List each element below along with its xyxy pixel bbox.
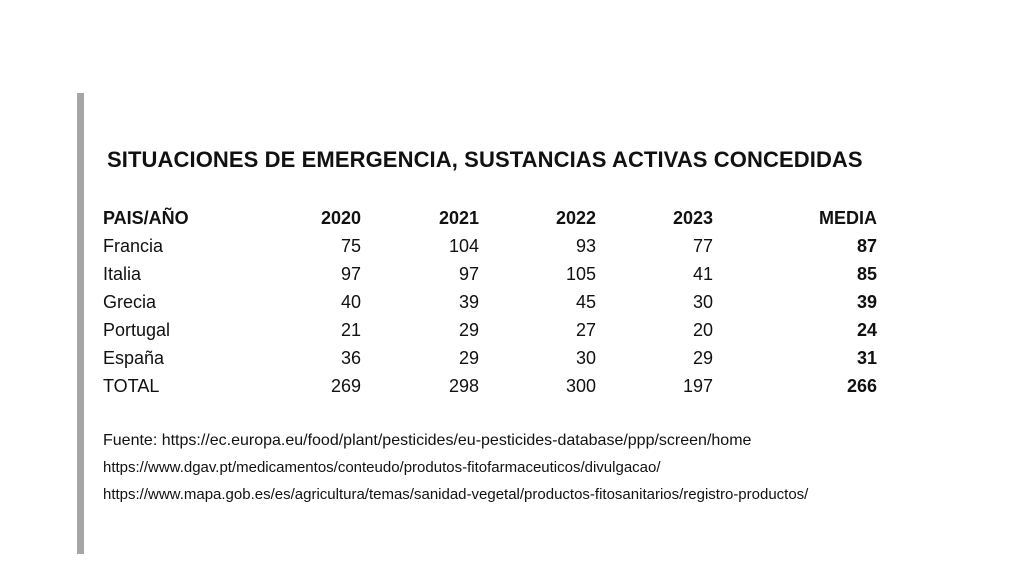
table-row-total: TOTAL 269 298 300 197 266 (103, 372, 877, 400)
table-cell: 75 (340, 236, 361, 256)
left-accent-bar (77, 93, 84, 554)
table-cell-country: Grecia (103, 292, 157, 312)
table-cell-media: 39 (856, 292, 877, 312)
table-cell: 300 (565, 376, 596, 396)
table-cell-media: 31 (856, 348, 877, 368)
table-cell-country: Italia (103, 264, 142, 284)
table-cell-media: 266 (846, 376, 877, 396)
table-cell: 298 (448, 376, 479, 396)
column-header-2022: 2022 (555, 208, 596, 228)
column-header-country: PAIS/AÑO (103, 208, 189, 228)
source-line-dgav: https://www.dgav.pt/medicamentos/conteud… (103, 459, 661, 476)
table-header-row: PAIS/AÑO 2020 2021 2022 2023 MEDIA (103, 204, 877, 232)
sources-block: Fuente: https://ec.europa.eu/food/plant/… (103, 428, 808, 509)
table-cell: 20 (692, 320, 713, 340)
table-cell: 104 (448, 236, 479, 256)
table-cell: 30 (575, 348, 596, 368)
table-cell: 30 (692, 292, 713, 312)
table-cell: 77 (692, 236, 713, 256)
table-cell: 269 (330, 376, 361, 396)
column-header-2020: 2020 (320, 208, 361, 228)
table-row: Grecia 40 39 45 30 39 (103, 288, 877, 316)
table-cell: 97 (340, 264, 361, 284)
source-line-fuente: Fuente: https://ec.europa.eu/food/plant/… (103, 432, 752, 449)
column-header-media: MEDIA (819, 208, 877, 228)
table-cell: 93 (575, 236, 596, 256)
table-cell: 21 (340, 320, 361, 340)
table-cell: 105 (565, 264, 596, 284)
table-cell-media: 87 (856, 236, 877, 256)
table-cell: 36 (340, 348, 361, 368)
table-row: España 36 29 30 29 31 (103, 344, 877, 372)
table-cell-country: España (103, 348, 165, 368)
table-cell-media: 85 (856, 264, 877, 284)
table-cell: 45 (575, 292, 596, 312)
table-cell-country: Portugal (103, 320, 171, 340)
data-table: PAIS/AÑO 2020 2021 2022 2023 MEDIA Franc… (103, 204, 877, 400)
table-cell: 29 (458, 320, 479, 340)
table-cell: 27 (575, 320, 596, 340)
table-cell-media: 24 (856, 320, 877, 340)
table-cell: 40 (340, 292, 361, 312)
table-cell: 97 (458, 264, 479, 284)
table-cell: 39 (458, 292, 479, 312)
source-line-mapa: https://www.mapa.gob.es/es/agricultura/t… (103, 486, 809, 503)
column-header-2021: 2021 (438, 208, 479, 228)
table-cell: 197 (682, 376, 713, 396)
table-row: Portugal 21 29 27 20 24 (103, 316, 877, 344)
table-cell: 29 (692, 348, 713, 368)
table-row: Francia 75 104 93 77 87 (103, 232, 877, 260)
table-cell-country: Francia (103, 236, 164, 256)
column-header-2023: 2023 (672, 208, 713, 228)
table-cell: 29 (458, 348, 479, 368)
table-row: Italia 97 97 105 41 85 (103, 260, 877, 288)
table-cell: 41 (692, 264, 713, 284)
page-title: SITUACIONES DE EMERGENCIA, SUSTANCIAS AC… (107, 147, 863, 172)
table-cell-country: TOTAL (103, 376, 160, 396)
